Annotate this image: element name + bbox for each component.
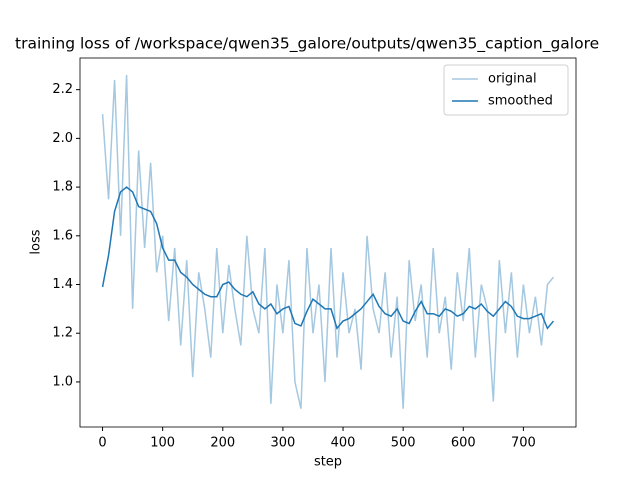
y-tick-label: 1.0 [52,374,73,389]
x-tick-label: 100 [150,436,175,451]
x-tick-label: 300 [270,436,295,451]
chart-title: training loss of /workspace/qwen35_galor… [15,35,599,54]
y-tick-label: 2.2 [52,82,73,97]
y-tick-label: 1.6 [52,228,73,243]
legend-box [443,64,569,116]
x-tick-label: 700 [511,436,536,451]
line-original [101,75,555,409]
y-tick-label: 1.4 [52,277,73,292]
plot-frame [79,57,577,428]
legend-label: smoothed [488,94,553,109]
y-tick-label: 1.2 [52,326,73,341]
x-axis-label: step [314,455,342,470]
x-tick-label: 500 [391,436,416,451]
x-tick-label: 600 [451,436,476,451]
y-tick-label: 1.8 [52,180,73,195]
x-tick-label: 400 [331,436,356,451]
y-axis-label: loss [29,229,44,254]
line-smoothed [101,186,555,330]
x-tick-label: 200 [210,436,235,451]
y-tick-label: 2.0 [52,131,73,146]
x-tick-label: 0 [98,436,106,451]
legend-label: original [488,72,537,87]
